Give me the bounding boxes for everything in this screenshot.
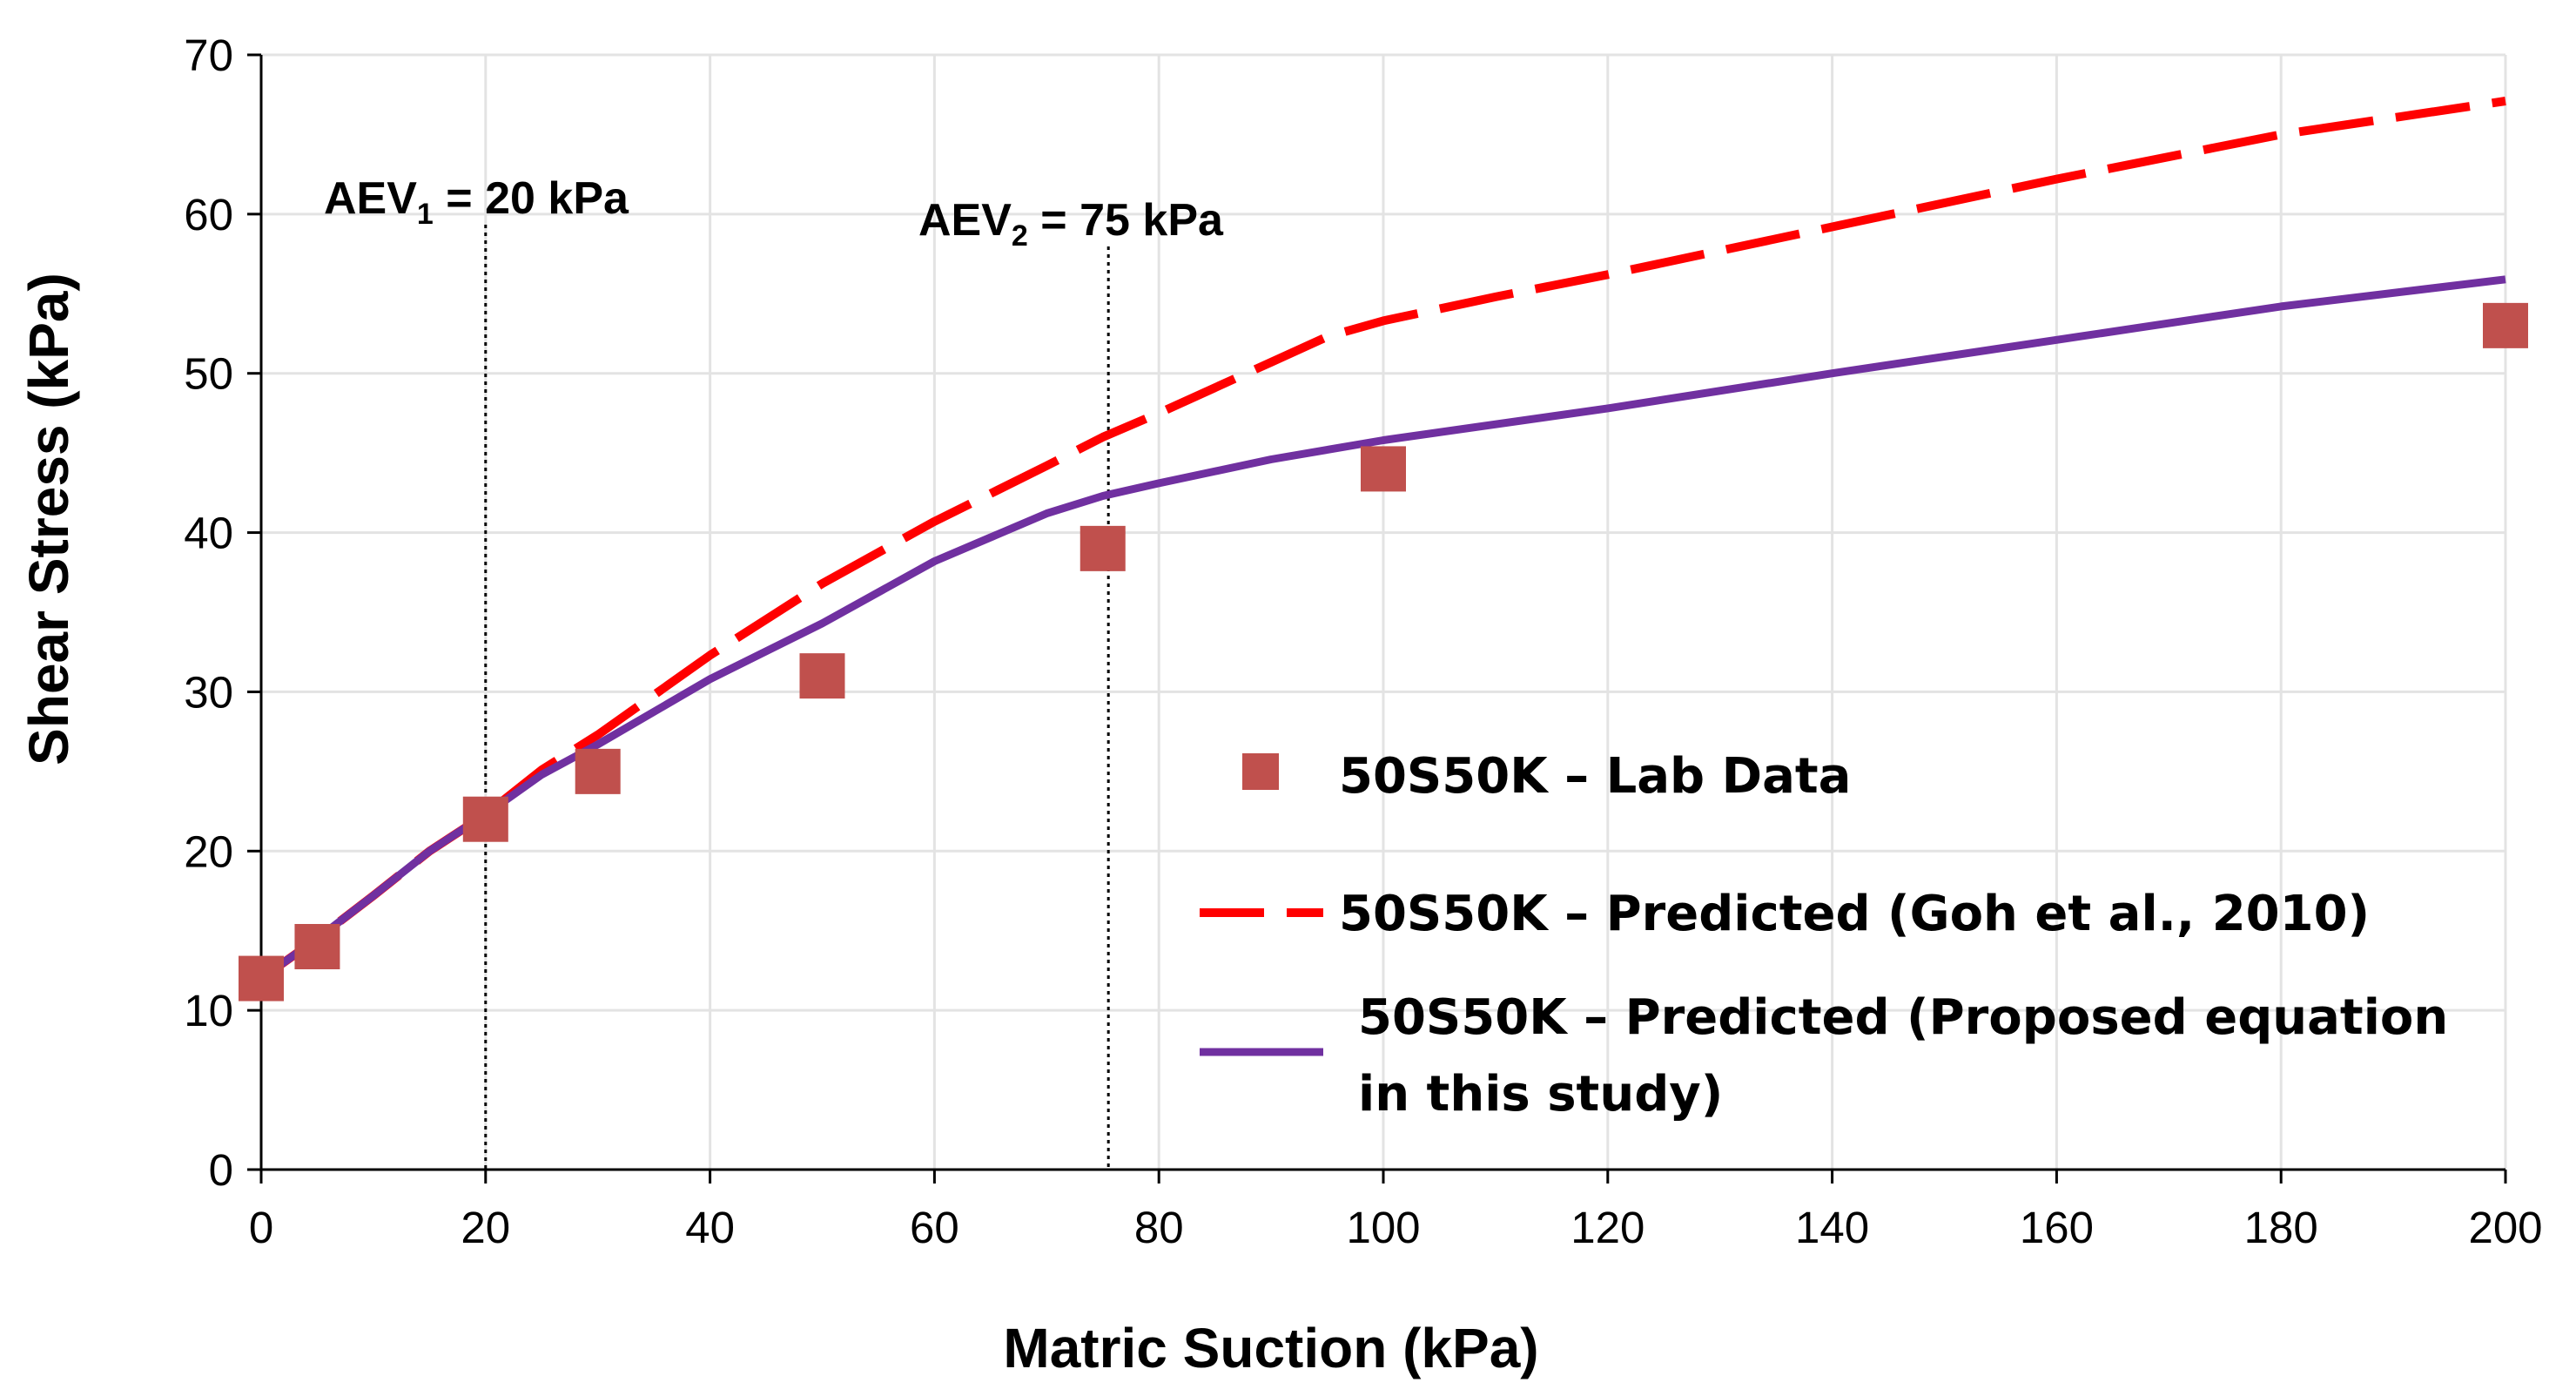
y-tick-label: 40: [184, 509, 233, 558]
aev-label: AEV2 = 75 kPa: [918, 195, 1224, 253]
x-tick-label: 100: [1346, 1203, 1420, 1252]
grid: [261, 53, 2507, 1170]
y-tick-label: 0: [209, 1145, 233, 1195]
x-tick-label: 160: [2020, 1203, 2094, 1252]
data-point: [239, 955, 284, 1001]
data-point: [2483, 302, 2528, 348]
data-point: [799, 653, 845, 699]
y-tick-label: 30: [184, 667, 233, 717]
legend-label-lab-data: 50S50K – Lab Data: [1339, 748, 1851, 805]
annotations: AEV1 = 20 kPa AEV2 = 75 kPa: [324, 173, 1224, 1170]
x-tick-label: 40: [685, 1203, 735, 1252]
data-point: [1079, 525, 1126, 571]
series: [239, 97, 2528, 1001]
x-tick-label: 80: [1134, 1203, 1184, 1252]
x-tick-label: 20: [461, 1203, 510, 1252]
series-line-2: [259, 275, 2506, 982]
data-point: [575, 748, 621, 794]
x-axis-title: Matric Suction (kPa): [1003, 1317, 1538, 1379]
x-tick-label: 60: [910, 1203, 959, 1252]
data-point: [1361, 446, 1406, 492]
legend-label-goh: 50S50K – Predicted (Goh et al., 2010): [1339, 886, 2370, 942]
y-tick-label: 20: [184, 826, 233, 876]
x-tick-label: 0: [249, 1203, 273, 1252]
x-tick-label: 140: [1795, 1203, 1869, 1252]
y-tick-label: 50: [184, 349, 233, 399]
legend: 50S50K – Lab Data 50S50K – Predicted (Go…: [1200, 748, 2448, 1123]
aev-label: AEV1 = 20 kPa: [324, 173, 629, 231]
legend-marker-lab-data: [1242, 753, 1279, 790]
y-tick-label: 70: [184, 30, 233, 80]
data-point: [294, 924, 340, 969]
x-tick-label: 120: [1570, 1203, 1644, 1252]
data-point: [462, 796, 508, 842]
y-tick-label: 10: [184, 986, 233, 1035]
x-tick-label: 180: [2244, 1203, 2318, 1252]
tick-labels: 0 20 40 60 80 100 120 140 160 180 200 0 10 20 30 40 50 60…: [184, 30, 2542, 1252]
legend-label-proposed: 50S50K – Predicted (Proposed equation in …: [1358, 989, 2448, 1123]
y-tick-label: 60: [184, 190, 233, 239]
y-axis-title: Shear Stress (kPa): [17, 273, 80, 765]
x-tick-label: 200: [2468, 1203, 2542, 1252]
